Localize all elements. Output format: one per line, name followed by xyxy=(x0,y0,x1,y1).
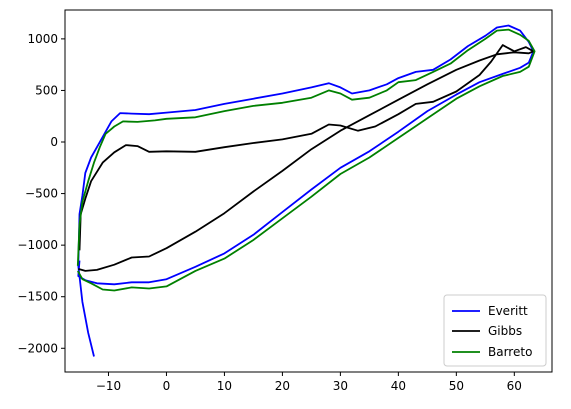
y-tick-label: 500 xyxy=(35,83,58,97)
legend-label-everitt: Everitt xyxy=(488,304,528,318)
x-tick-label: 40 xyxy=(391,379,406,393)
legend-label-gibbs: Gibbs xyxy=(488,324,522,338)
x-tick-label: −10 xyxy=(96,379,121,393)
x-tick-label: 20 xyxy=(275,379,290,393)
y-tick-label: 1000 xyxy=(27,32,58,46)
plot-frame xyxy=(64,9,553,373)
y-tick-label: −500 xyxy=(25,187,58,201)
series-line-barreto xyxy=(76,28,536,292)
y-tick-label: −2000 xyxy=(17,341,58,355)
legend-label-barreto: Barreto xyxy=(488,345,532,359)
x-tick-label: 10 xyxy=(217,379,232,393)
series-lines xyxy=(76,24,536,357)
y-axis: 1000 500 0 −500 −1000 −1500 −2000 xyxy=(17,32,65,355)
legend-box xyxy=(443,294,547,367)
y-tick-label: −1500 xyxy=(17,290,58,304)
y-tick-label: 0 xyxy=(50,135,58,149)
x-tick-label: 50 xyxy=(449,379,464,393)
x-tick-label: 60 xyxy=(507,379,522,393)
series-line-everitt xyxy=(77,24,535,357)
x-tick-label: 0 xyxy=(163,379,171,393)
x-axis: −10 0 10 20 30 40 50 60 xyxy=(96,372,522,393)
legend: Everitt Gibbs Barreto xyxy=(443,294,547,367)
x-tick-label: 30 xyxy=(333,379,348,393)
y-tick-label: −1000 xyxy=(17,238,58,252)
series-line-gibbs xyxy=(78,44,535,272)
